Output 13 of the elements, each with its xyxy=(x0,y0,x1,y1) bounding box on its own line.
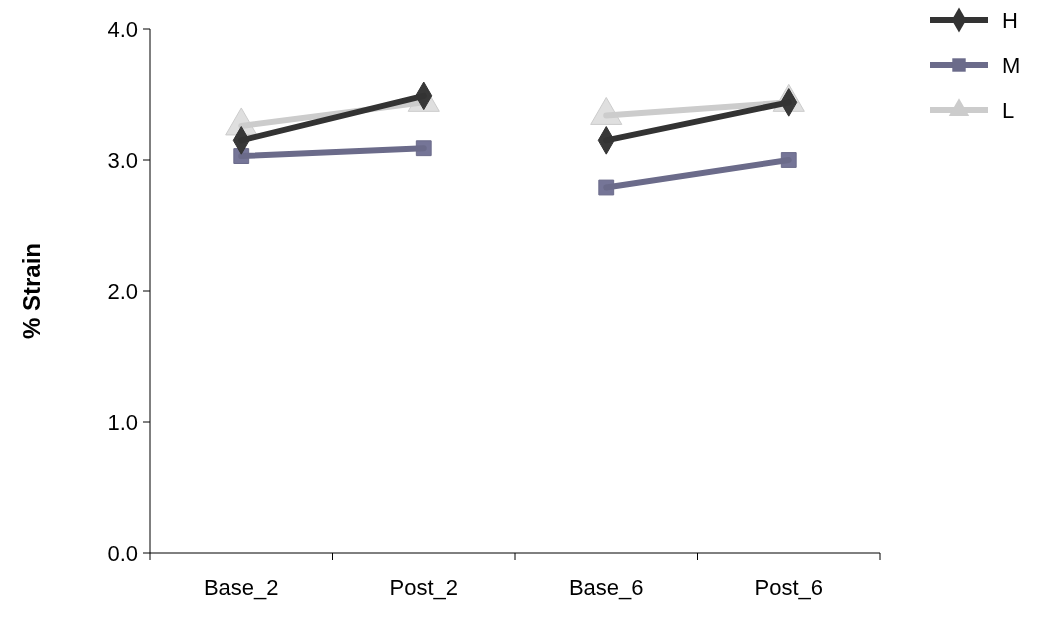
legend-label: L xyxy=(1002,97,1015,123)
y-axis-title: % Strain xyxy=(18,242,45,340)
y-tick-label: 0.0 xyxy=(107,540,138,566)
x-tick-label: Base_2 xyxy=(203,575,279,600)
y-tick-label: 3.0 xyxy=(107,147,138,173)
y-tick-label: 4.0 xyxy=(107,16,138,42)
legend-label: H xyxy=(1002,7,1018,33)
y-tick-label: 2.0 xyxy=(107,278,138,304)
legend-label: M xyxy=(1002,52,1021,78)
x-tick-label: Base_6 xyxy=(568,575,644,600)
y-tick-label: 1.0 xyxy=(107,409,138,435)
x-tick-label: Post_6 xyxy=(754,575,823,600)
x-tick-label: Post_2 xyxy=(389,575,458,600)
